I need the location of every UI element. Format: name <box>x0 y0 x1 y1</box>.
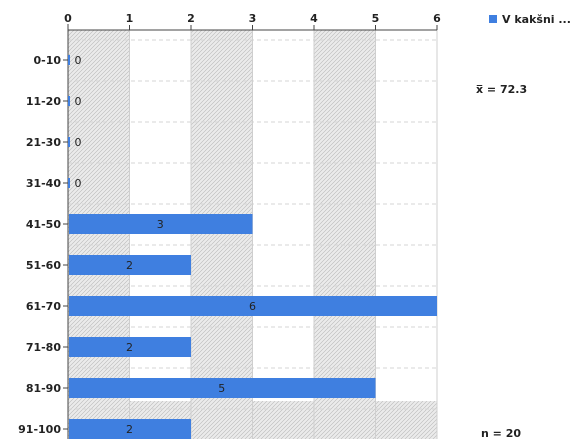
bar-value-label: 6 <box>249 300 256 313</box>
plot-band <box>129 30 191 439</box>
x-tick-label: 6 <box>433 12 441 25</box>
bar-value-label: 0 <box>75 95 82 108</box>
legend-label: V kakšni ... <box>502 13 571 26</box>
bar <box>69 255 191 275</box>
y-tick-label: 41-50 <box>26 218 62 231</box>
x-tick-label: 3 <box>249 12 257 25</box>
bar-value-label: 0 <box>75 54 82 67</box>
legend-swatch <box>489 15 497 23</box>
bar <box>69 378 376 398</box>
y-tick-label: 31-40 <box>26 177 62 190</box>
sample-size-label: n = 20 <box>481 427 521 439</box>
plot-band <box>68 30 130 439</box>
plot-background <box>68 30 437 439</box>
bar-value-label: 0 <box>75 177 82 190</box>
y-axis-ticks: 0-10 11-20 21-30 31-40 41-50 51-60 61-70 71-80 8… <box>18 54 68 436</box>
y-tick-label: 0-10 <box>33 54 61 67</box>
bar <box>69 337 191 357</box>
bar-value-label: 2 <box>126 341 133 354</box>
plot-band <box>314 30 376 439</box>
x-tick-label: 2 <box>187 12 195 25</box>
x-axis-ticks: 0 1 2 3 4 5 6 <box>64 12 441 30</box>
plot-band <box>191 30 253 439</box>
y-tick-label: 21-30 <box>26 136 62 149</box>
x-tick-label: 4 <box>310 12 318 25</box>
x-tick-label: 1 <box>126 12 134 25</box>
bars: 0 0 0 0 3 2 6 2 5 2 <box>68 54 437 439</box>
y-tick-label: 51-60 <box>26 259 62 272</box>
y-tick-label: 71-80 <box>26 341 62 354</box>
legend: V kakšni ... <box>489 13 571 26</box>
bar <box>68 137 70 147</box>
bar-value-label: 5 <box>218 382 225 395</box>
plot-band <box>375 30 437 439</box>
bar-value-label: 2 <box>126 423 133 436</box>
mean-label: x̅ = 72.3 <box>476 83 527 96</box>
bar <box>69 296 437 316</box>
bar-value-label: 2 <box>126 259 133 272</box>
x-tick-label: 5 <box>372 12 380 25</box>
y-tick-label: 11-20 <box>26 95 62 108</box>
y-tick-label: 91-100 <box>18 423 61 436</box>
bar <box>68 55 70 65</box>
bar <box>68 178 70 188</box>
bar <box>69 419 191 439</box>
y-tick-label: 61-70 <box>26 300 62 313</box>
bar-value-label: 3 <box>157 218 164 231</box>
bar <box>68 96 70 106</box>
bar-value-label: 0 <box>75 136 82 149</box>
y-tick-label: 81-90 <box>26 382 62 395</box>
x-tick-label: 0 <box>64 12 72 25</box>
plot-band <box>252 30 314 439</box>
bar <box>69 214 253 234</box>
